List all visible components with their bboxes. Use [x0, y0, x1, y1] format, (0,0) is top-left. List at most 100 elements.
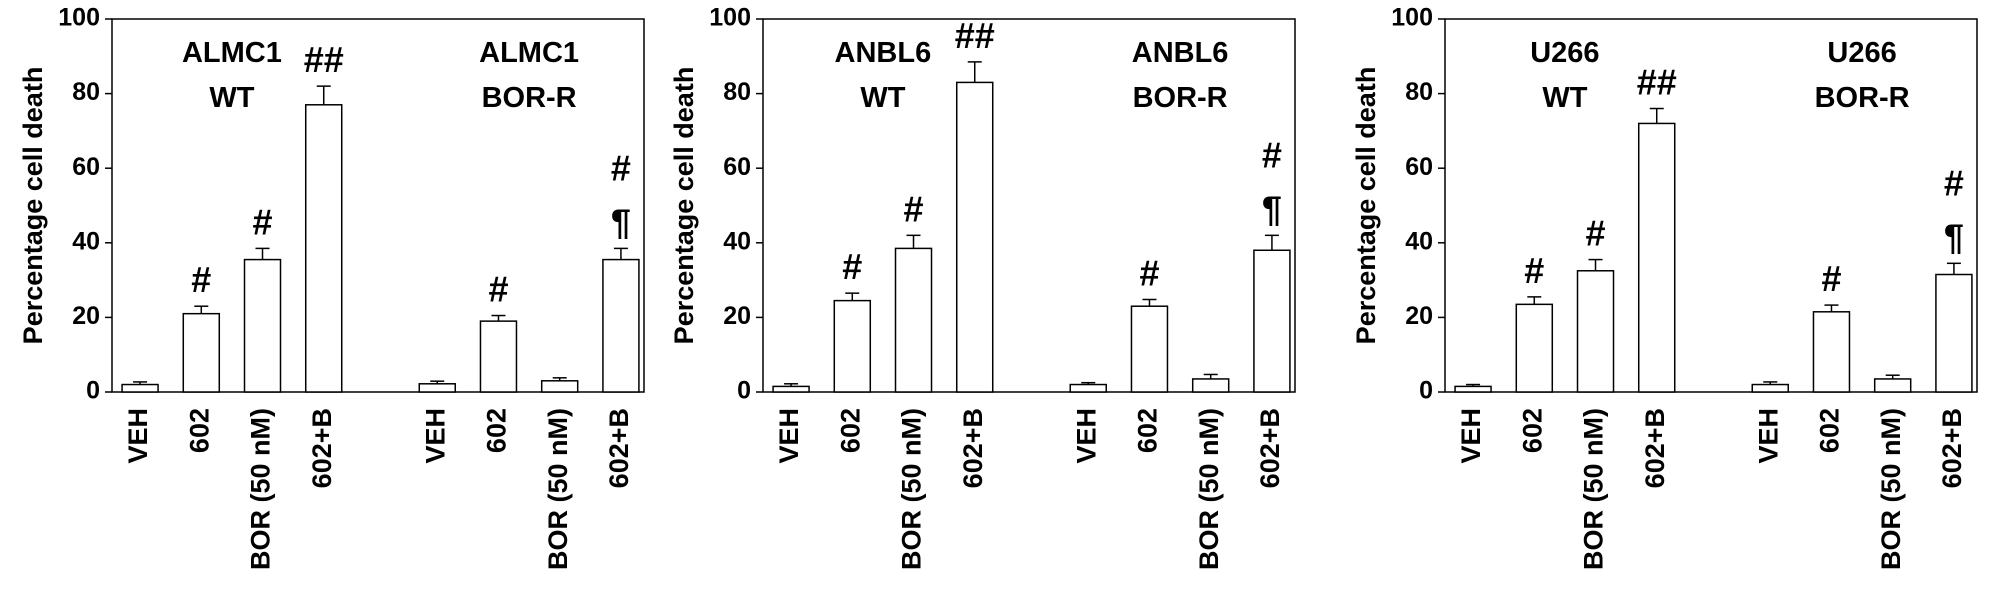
y-tick-label: 20 — [72, 302, 100, 330]
group-label: BOR-R — [1133, 82, 1228, 114]
bar — [833, 299, 872, 393]
bar — [1751, 383, 1790, 393]
significance-marker: ¶ — [1262, 188, 1282, 229]
bar — [772, 385, 810, 393]
group-label: ALMC1 — [479, 37, 579, 69]
category-label: VEH — [123, 408, 153, 464]
bar — [1576, 270, 1615, 393]
bar — [1253, 249, 1291, 393]
group-label: WT — [860, 82, 905, 114]
category-label: VEH — [774, 408, 804, 464]
bar — [1191, 378, 1230, 393]
category-label: BOR (50 nM) — [246, 408, 276, 570]
bar — [1935, 273, 1973, 393]
bar — [955, 81, 994, 393]
group-label: WT — [209, 82, 254, 114]
category-label: 602+B — [1255, 408, 1285, 488]
bar — [1515, 303, 1554, 393]
group-label: U266 — [1827, 37, 1896, 69]
group-label: ANBL6 — [1132, 37, 1229, 69]
bar — [243, 258, 282, 393]
significance-marker: # — [842, 246, 862, 287]
y-tick-label: 100 — [709, 4, 751, 32]
category-label: 602 — [482, 408, 512, 453]
significance-marker: # — [1524, 250, 1544, 291]
significance-marker: # — [1139, 252, 1159, 293]
group-label: U266 — [1530, 37, 1599, 69]
plot-frame — [1444, 18, 1978, 393]
bar — [418, 383, 457, 393]
y-tick-label: 80 — [72, 78, 100, 106]
plot-frame — [111, 18, 645, 393]
y-tick-label: 100 — [58, 4, 100, 32]
significance-marker: ## — [1637, 62, 1677, 103]
y-axis-label: Percentage cell death — [669, 67, 699, 345]
y-axis-label: Percentage cell death — [18, 67, 48, 345]
significance-marker: # — [1585, 213, 1605, 254]
panel: 0 20 40 60 80 100 Percentage cell death ANBL6 WT… — [669, 4, 1296, 570]
bar — [182, 312, 221, 393]
y-tick-label: 0 — [737, 377, 751, 405]
bar — [1069, 383, 1108, 393]
bar — [894, 247, 933, 393]
bar — [1873, 378, 1912, 393]
y-tick-label: 40 — [723, 227, 751, 255]
group-label: BOR-R — [482, 82, 577, 114]
significance-marker: ## — [304, 39, 344, 80]
y-tick-label: 100 — [1391, 4, 1433, 32]
bar — [479, 320, 518, 393]
bar — [1812, 311, 1851, 393]
group-label: WT — [1542, 82, 1587, 114]
bar — [1454, 385, 1492, 393]
y-tick-label: 80 — [1405, 78, 1433, 106]
category-label: 602 — [835, 408, 865, 453]
category-label: 602+B — [307, 408, 337, 488]
category-label: BOR (50 nM) — [1876, 408, 1906, 570]
significance-marker: ¶ — [611, 201, 631, 242]
significance-marker: # — [903, 188, 923, 229]
bar — [602, 258, 640, 393]
y-tick-label: 0 — [86, 377, 100, 405]
category-label: VEH — [420, 408, 450, 464]
group-label: BOR-R — [1815, 82, 1910, 114]
plot-frame — [762, 18, 1296, 393]
significance-marker: # — [1262, 134, 1282, 175]
bar — [1130, 305, 1169, 393]
category-label: BOR (50 nM) — [543, 408, 573, 570]
bar — [1637, 122, 1676, 393]
category-label: BOR (50 nM) — [897, 408, 927, 570]
panel: 0 20 40 60 80 100 Percentage cell death U266 WT U… — [1351, 4, 1978, 570]
y-axis-label: Percentage cell death — [1351, 67, 1381, 345]
y-tick-label: 20 — [1405, 302, 1433, 330]
y-tick-label: 40 — [1405, 227, 1433, 255]
category-label: BOR (50 nM) — [1194, 408, 1224, 570]
category-label: 602+B — [604, 408, 634, 488]
significance-marker: # — [1944, 162, 1964, 203]
category-label: VEH — [1753, 408, 1783, 464]
y-tick-label: 80 — [723, 78, 751, 106]
group-label: ALMC1 — [182, 37, 282, 69]
category-label: 602+B — [1937, 408, 1967, 488]
bar — [540, 380, 579, 393]
significance-marker: # — [191, 259, 211, 300]
y-tick-label: 40 — [72, 227, 100, 255]
category-label: 602 — [1517, 408, 1547, 453]
significance-marker: # — [252, 201, 272, 242]
y-tick-label: 60 — [723, 153, 751, 181]
y-tick-label: 60 — [1405, 153, 1433, 181]
category-label: 602 — [1815, 408, 1845, 453]
y-tick-label: 60 — [72, 153, 100, 181]
significance-marker: ## — [955, 15, 995, 56]
significance-marker: # — [1821, 258, 1841, 299]
bar — [304, 104, 343, 393]
category-label: 602 — [1133, 408, 1163, 453]
significance-marker: ¶ — [1944, 216, 1964, 257]
significance-marker: # — [611, 147, 631, 188]
category-label: VEH — [1456, 408, 1486, 464]
bar — [121, 383, 159, 393]
group-label: ANBL6 — [835, 37, 932, 69]
category-label: 602+B — [1640, 408, 1670, 488]
significance-marker: # — [488, 269, 508, 310]
category-label: 602+B — [958, 408, 988, 488]
